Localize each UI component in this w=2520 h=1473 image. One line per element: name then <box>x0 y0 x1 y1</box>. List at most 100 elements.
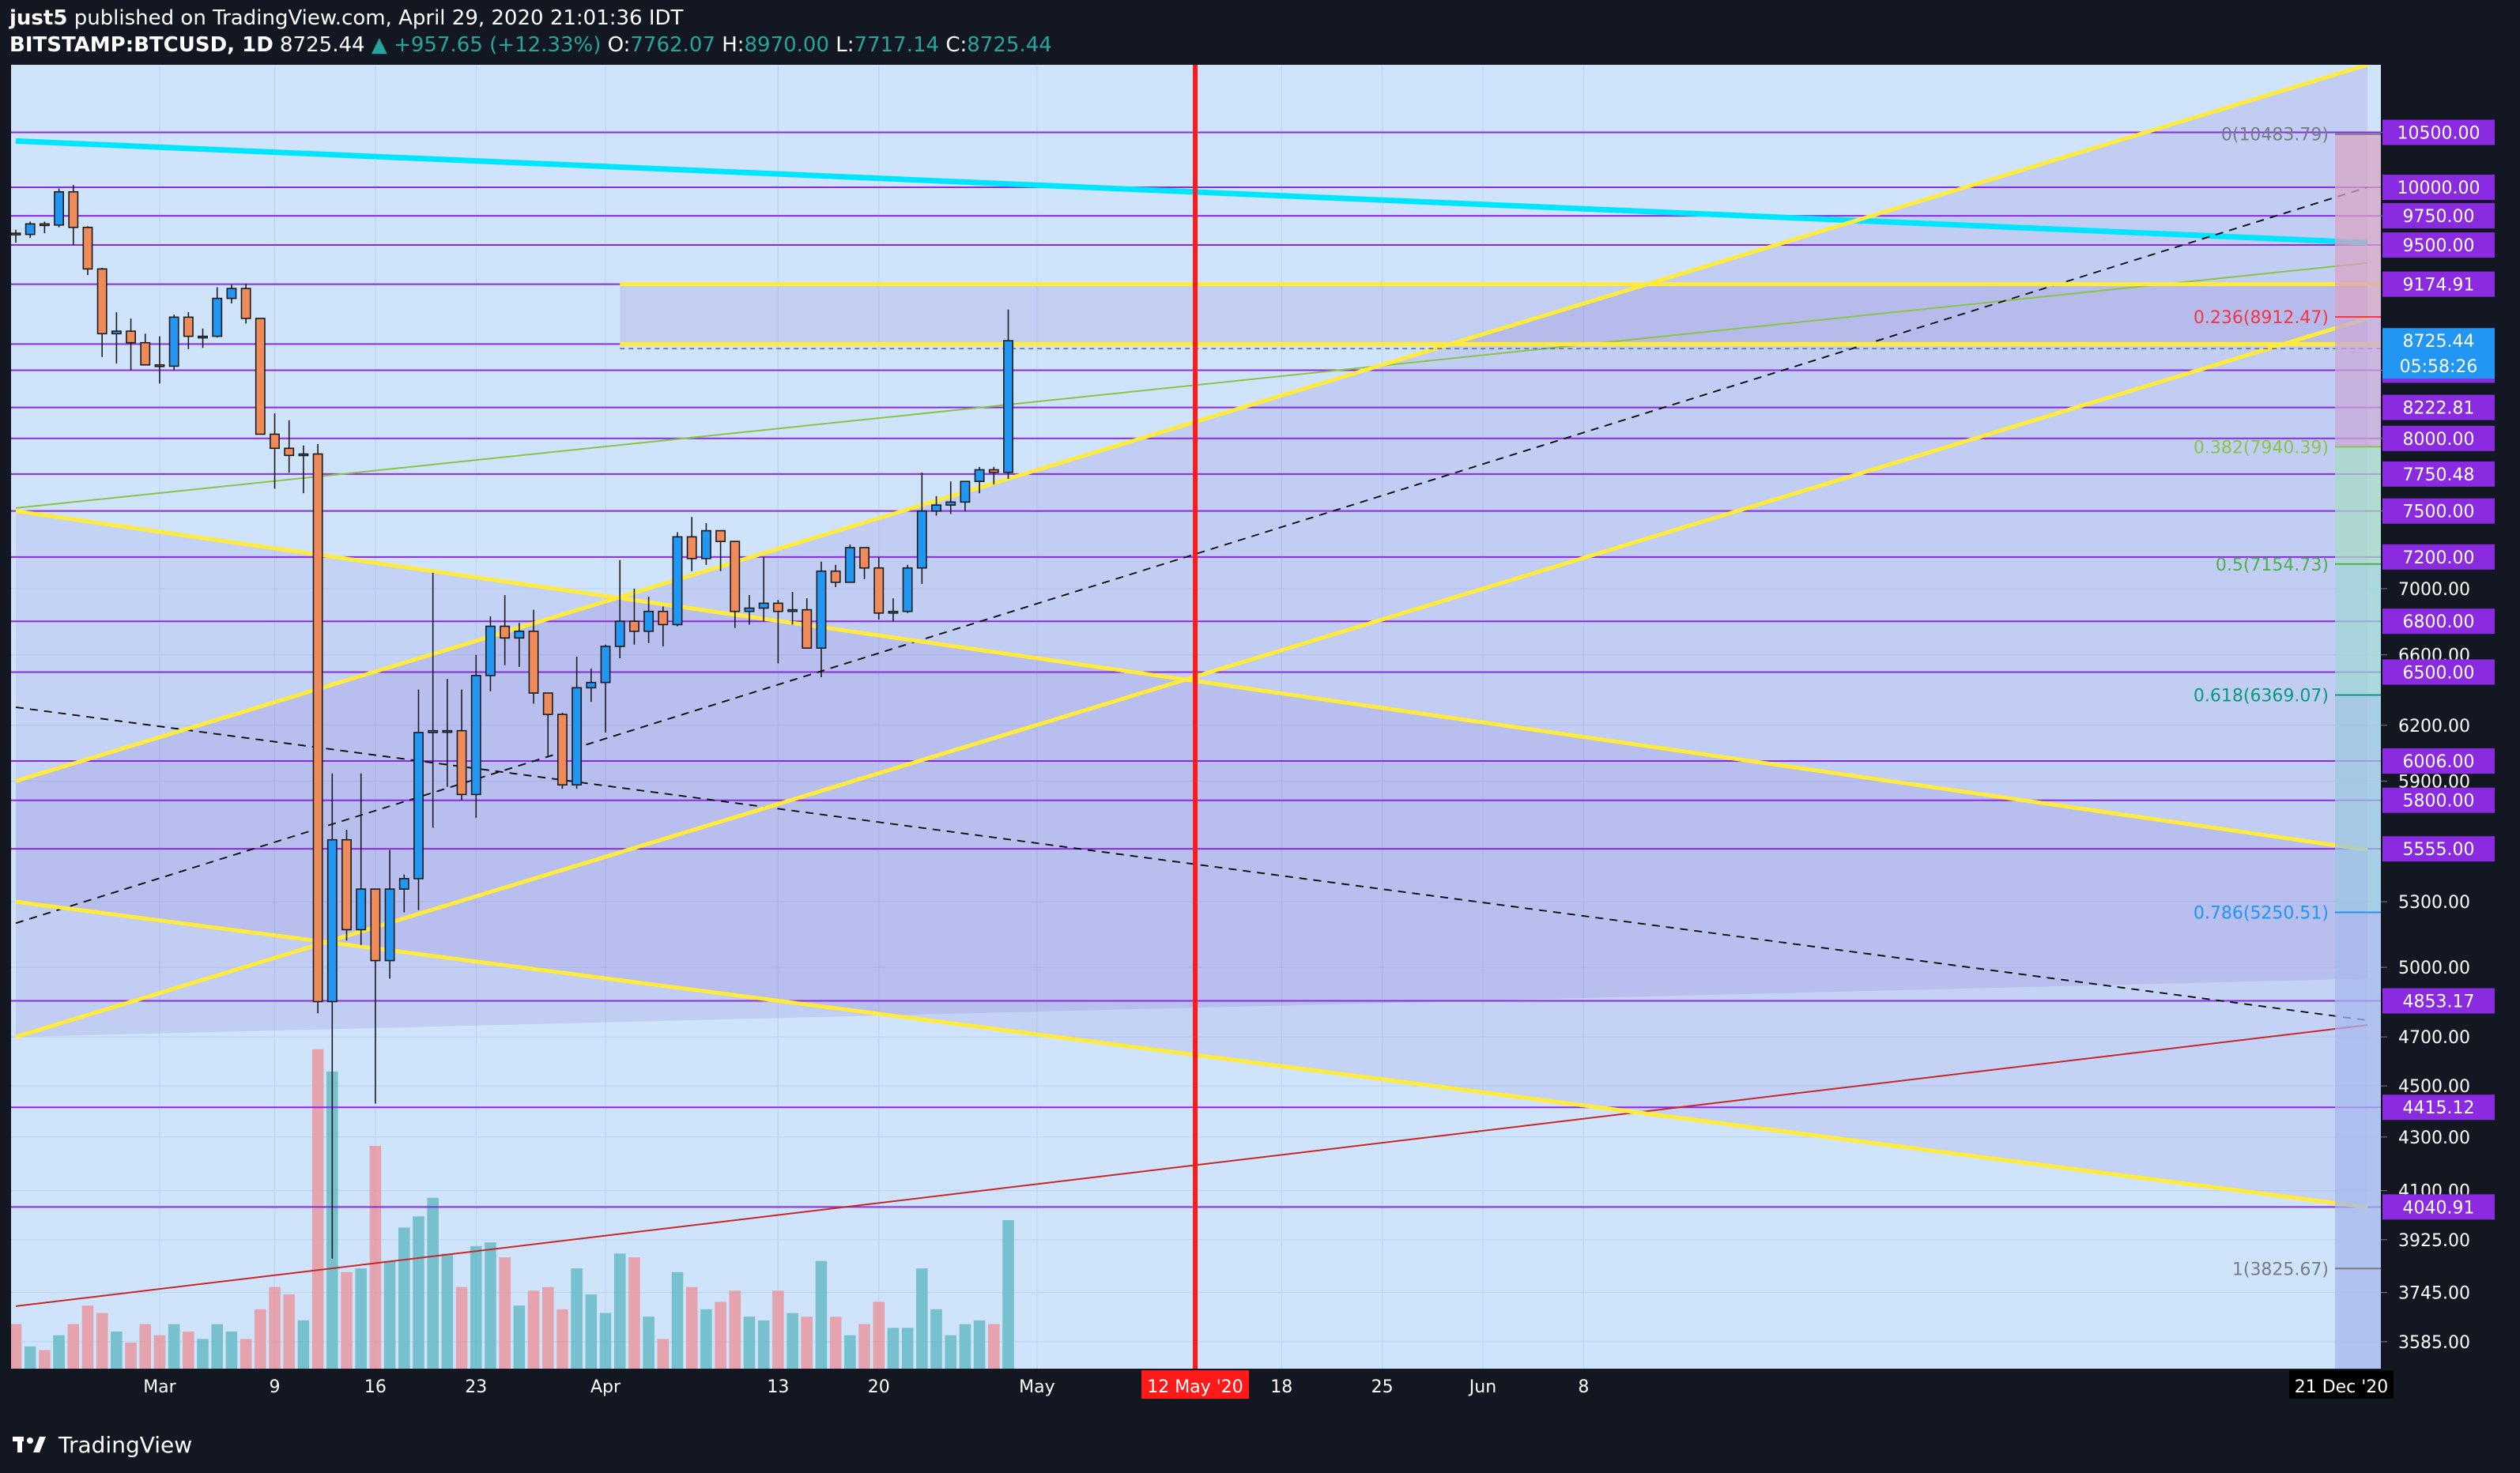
candle-body <box>528 631 539 694</box>
y-tick-label: 5000.00 <box>2398 959 2470 978</box>
left-frame <box>0 63 11 1399</box>
fib-zone <box>2335 1268 2381 1369</box>
x-tick-label: Mar <box>143 1377 176 1397</box>
x-tick-label: Apr <box>590 1377 621 1397</box>
candle-body <box>802 608 813 649</box>
falling-channel-lower <box>15 899 2368 1210</box>
level-price-label: 6006.00 <box>2403 752 2475 772</box>
candle-body <box>672 536 683 626</box>
time-axis[interactable]: Mar 9 16 23 Apr 13 20 May 18 25 Jun 8 12 May '20 21 D… <box>0 1369 2520 1399</box>
volume-bar <box>24 1346 36 1369</box>
candles <box>11 185 1013 1259</box>
candle-body <box>168 316 179 367</box>
x-tick-label: 25 <box>1371 1377 1394 1397</box>
level-price-tag <box>2382 394 2495 420</box>
level-price-tag <box>2382 119 2495 145</box>
volume-bar <box>67 1324 80 1369</box>
candle-body <box>442 729 453 733</box>
fib-retracement: 0(10483.79) 0.236(8912.47) 0.382(7940.39) 0… <box>2194 126 2381 1369</box>
x-tick-label: 16 <box>364 1377 387 1397</box>
candle-body <box>341 838 352 931</box>
date-marker-label: 12 May '20 <box>1147 1377 1243 1397</box>
fib-label: 0.618(6369.07) <box>2194 686 2329 706</box>
candle-body <box>542 692 553 715</box>
level-price-label: 8222.81 <box>2403 399 2475 419</box>
x-tick-label: Jun <box>1468 1377 1496 1397</box>
volume-bar <box>815 1260 828 1369</box>
volume-bar <box>513 1305 526 1369</box>
volume-bar <box>988 1324 1000 1369</box>
level-price-tag <box>2382 1194 2495 1220</box>
bar-countdown-label: 05:58:26 <box>2400 357 2478 377</box>
y-tick-label: 3925.00 <box>2398 1231 2470 1251</box>
candle-body <box>212 297 223 337</box>
candle-body <box>140 341 151 366</box>
level-price-label: 5800.00 <box>2403 792 2475 812</box>
author-name[interactable]: just5 <box>9 6 68 30</box>
candle-body <box>686 536 697 559</box>
candle-body <box>384 888 395 962</box>
level-price-label: 7750.48 <box>2403 465 2475 485</box>
volume-bar <box>485 1242 496 1369</box>
level-price-tag <box>2382 203 2495 229</box>
volume-bar <box>413 1216 424 1369</box>
volume-bar <box>571 1268 583 1369</box>
volume-bar <box>225 1332 238 1369</box>
candle-body <box>816 570 827 649</box>
tradingview-brand[interactable]: TradingView <box>13 1429 192 1460</box>
close-value: 8725.44 <box>967 33 1052 57</box>
ohlc-legend: BITSTAMP:BTCUSD, 1D 8725.44 ▲ +957.65 (+… <box>9 32 1052 58</box>
fib-label: 0.5(7154.73) <box>2216 556 2329 575</box>
candle-body <box>888 610 899 614</box>
candle-body <box>398 878 409 890</box>
candle-body <box>514 631 525 639</box>
volume-bars <box>11 1049 1014 1369</box>
candle-body <box>988 469 999 473</box>
price-change: +957.65 (+12.33%) <box>394 33 602 57</box>
volume-bar <box>197 1339 209 1369</box>
volume-bar <box>283 1294 295 1369</box>
volume-bar <box>801 1317 813 1369</box>
fib-zone <box>2335 563 2381 695</box>
candle-body <box>370 888 381 962</box>
volume-bar <box>11 1324 22 1369</box>
level-price-tag <box>2382 1094 2495 1121</box>
price-axis[interactable]: 3585.003745.003925.004100.004300.004500.… <box>0 0 2520 1399</box>
cyan-trend-line <box>15 138 2368 246</box>
x-tick-label: 8 <box>1578 1377 1589 1397</box>
channel-lower-line <box>15 316 2368 1039</box>
y-tick-label: 4300.00 <box>2398 1128 2470 1148</box>
volume-bar <box>844 1335 856 1369</box>
level-price-tag <box>2382 461 2495 487</box>
channel-shading <box>16 65 2367 1207</box>
volume-bar <box>168 1324 180 1369</box>
x-tick-label: 23 <box>465 1377 487 1397</box>
y-tick-label: 5300.00 <box>2398 893 2470 913</box>
volume-bar <box>499 1257 511 1369</box>
volume-bar <box>643 1317 655 1369</box>
volume-bar <box>887 1328 900 1369</box>
volume-bar <box>527 1290 540 1369</box>
symbol-label[interactable]: BITSTAMP:BTCUSD, 1D <box>9 33 274 57</box>
candle-body <box>715 529 726 542</box>
fib-zone <box>2335 695 2381 913</box>
time-axis-background <box>0 1369 2520 1399</box>
level-price-tag <box>2382 498 2495 524</box>
high-label: H: <box>722 33 745 57</box>
volume-bar <box>125 1343 137 1369</box>
candle-body <box>658 610 669 626</box>
candle-body <box>485 625 496 676</box>
volume-bar <box>39 1350 51 1369</box>
y-tick-label: 3585.00 <box>2398 1333 2470 1353</box>
fib-label: 0.236(8912.47) <box>2194 308 2329 328</box>
level-price-tag <box>2382 425 2495 451</box>
volume-bar <box>657 1339 670 1369</box>
level-price-label: 7200.00 <box>2403 548 2475 568</box>
fib-label: 1(3825.67) <box>2232 1260 2329 1279</box>
candle-body <box>96 268 108 335</box>
candle-body <box>500 625 511 639</box>
candle-body <box>572 687 583 786</box>
published-text: published on TradingView.com, April 29, … <box>74 6 684 30</box>
candle-body <box>945 501 956 506</box>
